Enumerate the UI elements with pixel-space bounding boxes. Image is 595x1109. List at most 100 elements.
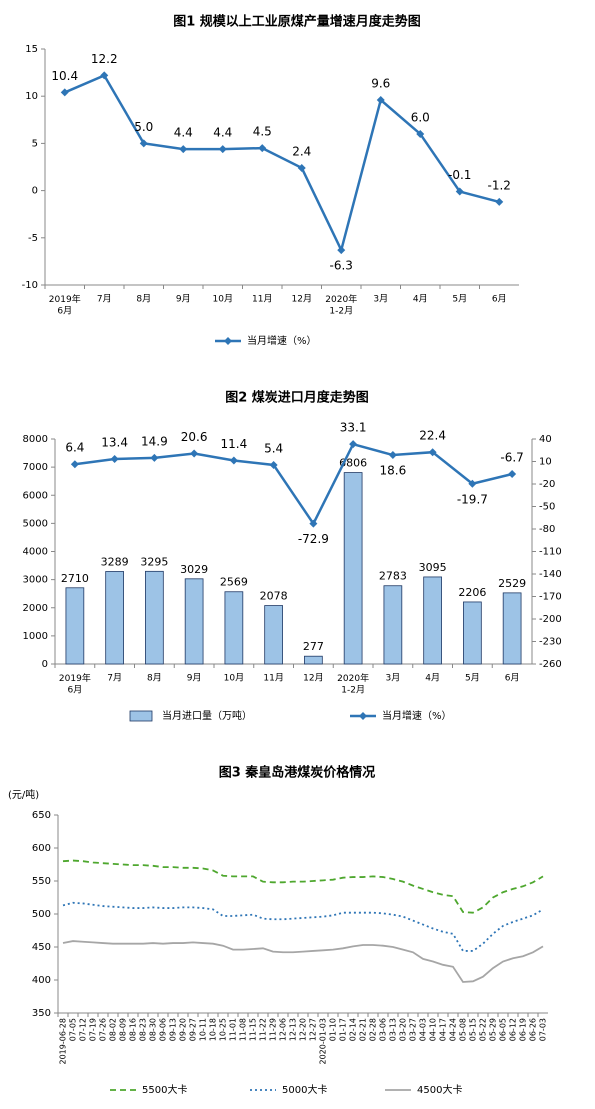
y-tick-label: -5 <box>28 233 38 244</box>
y-tick-label: 400 <box>32 975 51 986</box>
bar-label: 277 <box>303 640 324 653</box>
y-tick-label: 600 <box>32 843 51 854</box>
x-tick-label: 12-20 <box>299 1018 308 1041</box>
x-tick-label: 08-16 <box>129 1018 138 1041</box>
x-tick-label: 4月 <box>425 673 440 684</box>
y-tick-label: 1000 <box>23 631 48 642</box>
x-tick-label: 2019-06-28 <box>59 1018 68 1065</box>
x-tick-label: 02-28 <box>369 1018 378 1041</box>
x-tick-label: 12-13 <box>289 1018 298 1041</box>
point <box>269 460 278 469</box>
x-tick-label: 05-29 <box>489 1018 498 1041</box>
x-tick-label: 8月 <box>147 673 162 684</box>
x-tick-label: 8月 <box>136 294 151 305</box>
x-tick-label: 05-08 <box>459 1018 468 1041</box>
legend-label: 当月增速（%） <box>382 709 452 722</box>
point <box>416 129 425 138</box>
x-tick-label: 08-23 <box>139 1018 148 1041</box>
x-tick-label: 5月 <box>452 294 467 305</box>
series-line <box>62 940 544 983</box>
y-tick-label: 0 <box>42 659 48 670</box>
x-tick-label: 05-22 <box>479 1018 488 1041</box>
x-tick-label: 9月 <box>187 673 202 684</box>
legend-swatch <box>129 710 153 722</box>
x-tick-label: 06-26 <box>529 1018 538 1041</box>
x-tick-label: 10-18 <box>209 1018 218 1041</box>
y-tick-label: 10 <box>25 91 38 102</box>
series-line <box>74 442 513 527</box>
x-tick-label: 03-13 <box>389 1018 398 1041</box>
bar <box>304 655 323 665</box>
x-tick-label: 06-05 <box>499 1018 508 1041</box>
data-label: 6.0 <box>411 110 430 124</box>
bar-label: 3095 <box>419 561 447 574</box>
data-label: -19.7 <box>457 492 488 506</box>
x-tick-label: 10-25 <box>219 1018 228 1041</box>
bar-label: 2783 <box>379 570 407 583</box>
data-label: -72.9 <box>298 532 329 546</box>
x-tick-label: 04-03 <box>419 1018 428 1041</box>
y-tick-label: 6000 <box>23 490 48 501</box>
y2-tick-label: -140 <box>539 569 562 580</box>
y-tick-label: 7000 <box>23 462 48 473</box>
x-tick-label: 09-13 <box>169 1018 178 1041</box>
y-tick-label: 550 <box>32 876 51 887</box>
x-tick-label: 12-27 <box>309 1018 318 1041</box>
y-tick-label: 350 <box>32 1008 51 1019</box>
x-tick-label: 2019年 6月 <box>59 672 91 695</box>
legend-marker <box>359 712 367 720</box>
point <box>468 479 477 488</box>
point <box>258 144 267 153</box>
y2-tick-label: -50 <box>539 502 555 513</box>
bar-label: 3289 <box>101 555 129 568</box>
x-tick-label: 05-15 <box>469 1018 478 1041</box>
bar <box>343 472 363 665</box>
point <box>349 440 358 449</box>
bar <box>383 585 403 665</box>
y-tick-label: 500 <box>32 909 51 920</box>
x-tick-label: 11-29 <box>269 1018 278 1041</box>
x-tick-label: 3月 <box>373 294 388 305</box>
x-tick-label: 03-06 <box>379 1018 388 1041</box>
point <box>60 88 69 97</box>
x-tick-label: 09-20 <box>179 1018 188 1041</box>
series-line <box>62 901 544 952</box>
point <box>309 519 318 528</box>
data-label: -6.7 <box>500 451 523 465</box>
point <box>428 448 437 457</box>
data-label: 4.4 <box>213 126 232 140</box>
point <box>190 449 199 458</box>
y2-tick-label: -80 <box>539 524 555 535</box>
x-tick-label: 3月 <box>386 673 401 684</box>
data-label: 14.9 <box>141 434 168 448</box>
x-tick-label: 06-12 <box>509 1018 518 1041</box>
y2-tick-label: -20 <box>539 479 555 490</box>
bar-label: 2569 <box>220 576 248 589</box>
y-tick-label: 5 <box>32 138 38 149</box>
bar-label: 3029 <box>180 563 208 576</box>
point <box>218 145 227 154</box>
x-tick-label: 07-26 <box>99 1018 108 1041</box>
y-tick-label: 650 <box>32 810 51 821</box>
point <box>376 95 385 104</box>
data-label: 33.1 <box>340 421 367 435</box>
x-tick-label: 7月 <box>97 294 112 305</box>
x-tick-label: 5月 <box>465 673 480 684</box>
data-label: 22.4 <box>419 429 446 443</box>
legend-marker <box>224 337 232 345</box>
bar <box>264 605 283 665</box>
chart-title: 图1 规模以上工业原煤产量增速月度走势图 <box>173 14 421 30</box>
bar-label: 3295 <box>140 555 168 568</box>
bar <box>184 578 204 665</box>
x-tick-label: 07-05 <box>69 1018 78 1041</box>
bar <box>65 587 85 665</box>
point <box>179 145 188 154</box>
x-tick-label: 12月 <box>292 294 312 305</box>
point <box>229 456 238 465</box>
x-tick-label: 6月 <box>492 294 507 305</box>
data-label: 13.4 <box>101 435 128 449</box>
x-tick-label: 11-01 <box>229 1018 238 1041</box>
x-tick-label: 06-19 <box>519 1018 528 1041</box>
bar-label: 2529 <box>498 577 526 590</box>
